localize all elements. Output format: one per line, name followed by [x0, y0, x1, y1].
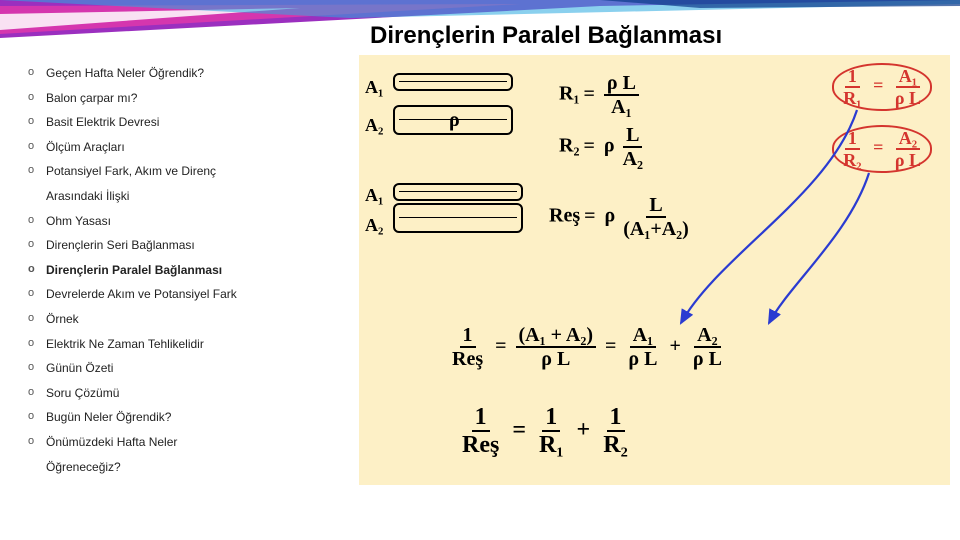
resistor-sketch	[393, 183, 523, 201]
list-item: Günün Özeti	[28, 356, 353, 381]
list-item: Arasındaki İlişki	[28, 184, 353, 209]
list-item: Ohm Yasası	[28, 209, 353, 234]
eq-r2: R₂= ρ LA₂	[559, 125, 646, 169]
list-item: Basit Elektrik Devresi	[28, 110, 353, 135]
outline-list: Geçen Hafta Neler Öğrendik? Balon çarpar…	[28, 61, 353, 479]
label-rho: ρ	[449, 109, 460, 132]
derivation-figure: A₁ A₂ ρ A₁ A₂ R₁= ρ LA₁ R₂= ρ LA₂ Reş= ρ…	[359, 55, 950, 485]
list-item: Bugün Neler Öğrendik?	[28, 405, 353, 430]
eq-final: 1Reş = 1R₁ + 1R₂	[459, 405, 631, 457]
list-item: Geçen Hafta Neler Öğrendik?	[28, 61, 353, 86]
list-item: Ölçüm Araçları	[28, 135, 353, 160]
label-a2: A₂	[365, 215, 383, 236]
eq-req: Reş= ρ L(A₁+A₂)	[549, 195, 692, 239]
eq-r1: R₁= ρ LA₁	[559, 73, 639, 117]
resistor-sketch	[393, 203, 523, 233]
list-item: Dirençlerin Seri Bağlanması	[28, 233, 353, 258]
list-item: Öğreneceğiz?	[28, 455, 353, 480]
label-a1: A₁	[365, 185, 383, 206]
list-item: Potansiyel Fark, Akım ve Direnç	[28, 159, 353, 184]
outline-sidebar: Geçen Hafta Neler Öğrendik? Balon çarpar…	[28, 55, 353, 532]
list-item: Elektrik Ne Zaman Tehlikelidir	[28, 332, 353, 357]
label-a2: A₂	[365, 115, 383, 136]
label-a1: A₁	[365, 77, 383, 98]
eq-inv-r2: 1R₂ = A₂ρ L	[832, 125, 932, 173]
eq-inv-r1: 1R₁ = A₁ρ L	[832, 63, 932, 111]
list-item: Soru Çözümü	[28, 381, 353, 406]
list-item-active: Dirençlerin Paralel Bağlanması	[28, 258, 353, 283]
eq-expand: 1Reş = (A₁ + A₂)ρ L = A₁ρ L + A₂ρ L	[449, 325, 725, 369]
list-item: Devrelerde Akım ve Potansiyel Fark	[28, 282, 353, 307]
page-title: Dirençlerin Paralel Bağlanması	[370, 22, 722, 50]
list-item: Önümüzdeki Hafta Neler	[28, 430, 353, 455]
resistor-sketch	[393, 73, 513, 91]
content-area: Geçen Hafta Neler Öğrendik? Balon çarpar…	[28, 55, 950, 532]
list-item: Örnek	[28, 307, 353, 332]
list-item: Balon çarpar mı?	[28, 86, 353, 111]
